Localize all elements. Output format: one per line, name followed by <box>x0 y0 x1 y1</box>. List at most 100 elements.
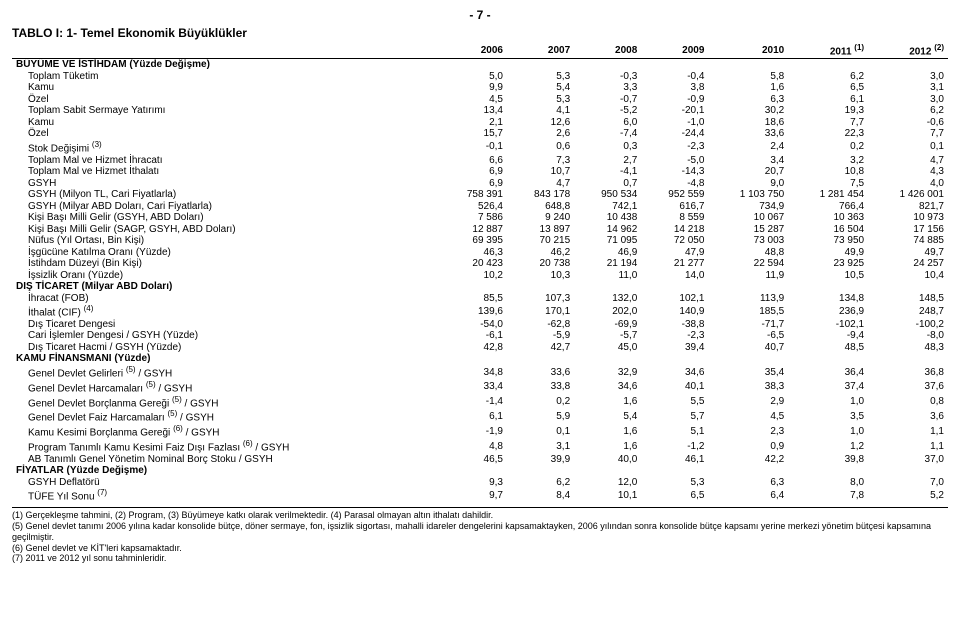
cell <box>641 353 708 365</box>
cell: 7 586 <box>440 212 507 224</box>
cell: 21 194 <box>574 258 641 270</box>
cell <box>788 465 868 477</box>
cell: 1,1 <box>868 439 948 454</box>
cell: 8,4 <box>507 488 574 503</box>
row-label: Toplam Sabit Sermaye Yatırımı <box>12 105 440 117</box>
cell: 11,0 <box>574 270 641 282</box>
cell: 8,0 <box>788 477 868 489</box>
cell <box>708 281 788 293</box>
cell: 32,9 <box>574 365 641 380</box>
table-row: Kamu2,112,66,0-1,018,67,7-0,6 <box>12 117 948 129</box>
cell: 134,8 <box>788 293 868 305</box>
row-label: İhracat (FOB) <box>12 293 440 305</box>
table-row: İthalat (CIF) (4)139,6170,1202,0140,9185… <box>12 304 948 319</box>
cell <box>641 281 708 293</box>
table-row: GSYH Deflatörü9,36,212,05,36,38,07,0 <box>12 477 948 489</box>
cell: 1,2 <box>788 439 868 454</box>
cell: 236,9 <box>788 304 868 319</box>
cell: -1,9 <box>440 424 507 439</box>
cell: -5,7 <box>574 330 641 342</box>
cell: -69,9 <box>574 319 641 331</box>
cell: 10 438 <box>574 212 641 224</box>
column-header-label <box>12 42 440 59</box>
cell: 39,4 <box>641 342 708 354</box>
table-row: İşsizlik Oranı (Yüzde)10,210,311,014,011… <box>12 270 948 282</box>
row-label: Dış Ticaret Dengesi <box>12 319 440 331</box>
cell: 102,1 <box>641 293 708 305</box>
page-number: - 7 - <box>12 8 948 22</box>
cell: 766,4 <box>788 201 868 213</box>
table-row: Cari İşlemler Dengesi / GSYH (Yüzde)-6,1… <box>12 330 948 342</box>
table-row: Özel15,72,6-7,4-24,433,622,37,7 <box>12 128 948 140</box>
column-header: 2010 <box>708 42 788 59</box>
cell: 36,8 <box>868 365 948 380</box>
row-label: Stok Değişimi (3) <box>12 140 440 155</box>
row-label: Genel Devlet Gelirleri (5) / GSYH <box>12 365 440 380</box>
table-row: Toplam Sabit Sermaye Yatırımı13,44,1-5,2… <box>12 105 948 117</box>
row-label: Kamu <box>12 117 440 129</box>
cell: 40,1 <box>641 380 708 395</box>
cell: 40,0 <box>574 454 641 466</box>
cell: 12,6 <box>507 117 574 129</box>
cell <box>788 281 868 293</box>
footnotes: (1) Gerçekleşme tahmini, (2) Program, (3… <box>12 507 948 564</box>
cell: 74 885 <box>868 235 948 247</box>
cell: 16 504 <box>788 224 868 236</box>
cell: 248,7 <box>868 304 948 319</box>
row-label: DIŞ TİCARET (Milyar ABD Doları) <box>12 281 440 293</box>
cell: 22 594 <box>708 258 788 270</box>
cell: 2,3 <box>708 424 788 439</box>
cell: 24 257 <box>868 258 948 270</box>
row-label: GSYH (Milyon TL, Cari Fiyatlarla) <box>12 189 440 201</box>
cell: 12 887 <box>440 224 507 236</box>
cell: 42,7 <box>507 342 574 354</box>
cell: -71,7 <box>708 319 788 331</box>
cell: 13,4 <box>440 105 507 117</box>
cell: -14,3 <box>641 166 708 178</box>
cell: -8,0 <box>868 330 948 342</box>
cell: 6,5 <box>788 82 868 94</box>
cell: 4,1 <box>507 105 574 117</box>
cell: -24,4 <box>641 128 708 140</box>
cell <box>708 59 788 71</box>
column-header: 2006 <box>440 42 507 59</box>
cell: 1,6 <box>574 424 641 439</box>
cell: -0,1 <box>440 140 507 155</box>
row-label: GSYH Deflatörü <box>12 477 440 489</box>
cell: 10,3 <box>507 270 574 282</box>
row-label: TÜFE Yıl Sonu (7) <box>12 488 440 503</box>
cell: 2,4 <box>708 140 788 155</box>
cell: 34,6 <box>641 365 708 380</box>
cell: 6,2 <box>507 477 574 489</box>
column-header: 2008 <box>574 42 641 59</box>
cell: 4,5 <box>708 409 788 424</box>
cell: 1,6 <box>574 439 641 454</box>
cell: 6,6 <box>440 155 507 167</box>
cell: 48,8 <box>708 247 788 259</box>
table-row: Kamu Kesimi Borçlanma Gereği (6) / GSYH-… <box>12 424 948 439</box>
row-label: AB Tanımlı Genel Yönetim Nominal Borç St… <box>12 454 440 466</box>
cell: 23 925 <box>788 258 868 270</box>
row-label: Nüfus (Yıl Ortası, Bin Kişi) <box>12 235 440 247</box>
table-row: Stok Değişimi (3)-0,10,60,3-2,32,40,20,1 <box>12 140 948 155</box>
cell: 20 738 <box>507 258 574 270</box>
cell: 0,2 <box>507 395 574 410</box>
cell: -102,1 <box>788 319 868 331</box>
cell: 4,3 <box>868 166 948 178</box>
row-label: Kişi Başı Milli Gelir (GSYH, ABD Doları) <box>12 212 440 224</box>
cell: -0,9 <box>641 94 708 106</box>
table-row: İstihdam Düzeyi (Bin Kişi)20 42320 73821… <box>12 258 948 270</box>
cell: -5,2 <box>574 105 641 117</box>
cell: 38,3 <box>708 380 788 395</box>
cell: 39,8 <box>788 454 868 466</box>
cell: 49,9 <box>788 247 868 259</box>
cell: 5,3 <box>641 477 708 489</box>
cell: 37,0 <box>868 454 948 466</box>
cell: 10 067 <box>708 212 788 224</box>
row-label: GSYH (Milyar ABD Doları, Cari Fiyatlarla… <box>12 201 440 213</box>
cell: 5,3 <box>507 71 574 83</box>
cell: 8 559 <box>641 212 708 224</box>
cell: 33,6 <box>708 128 788 140</box>
cell: 15,7 <box>440 128 507 140</box>
cell: -20,1 <box>641 105 708 117</box>
